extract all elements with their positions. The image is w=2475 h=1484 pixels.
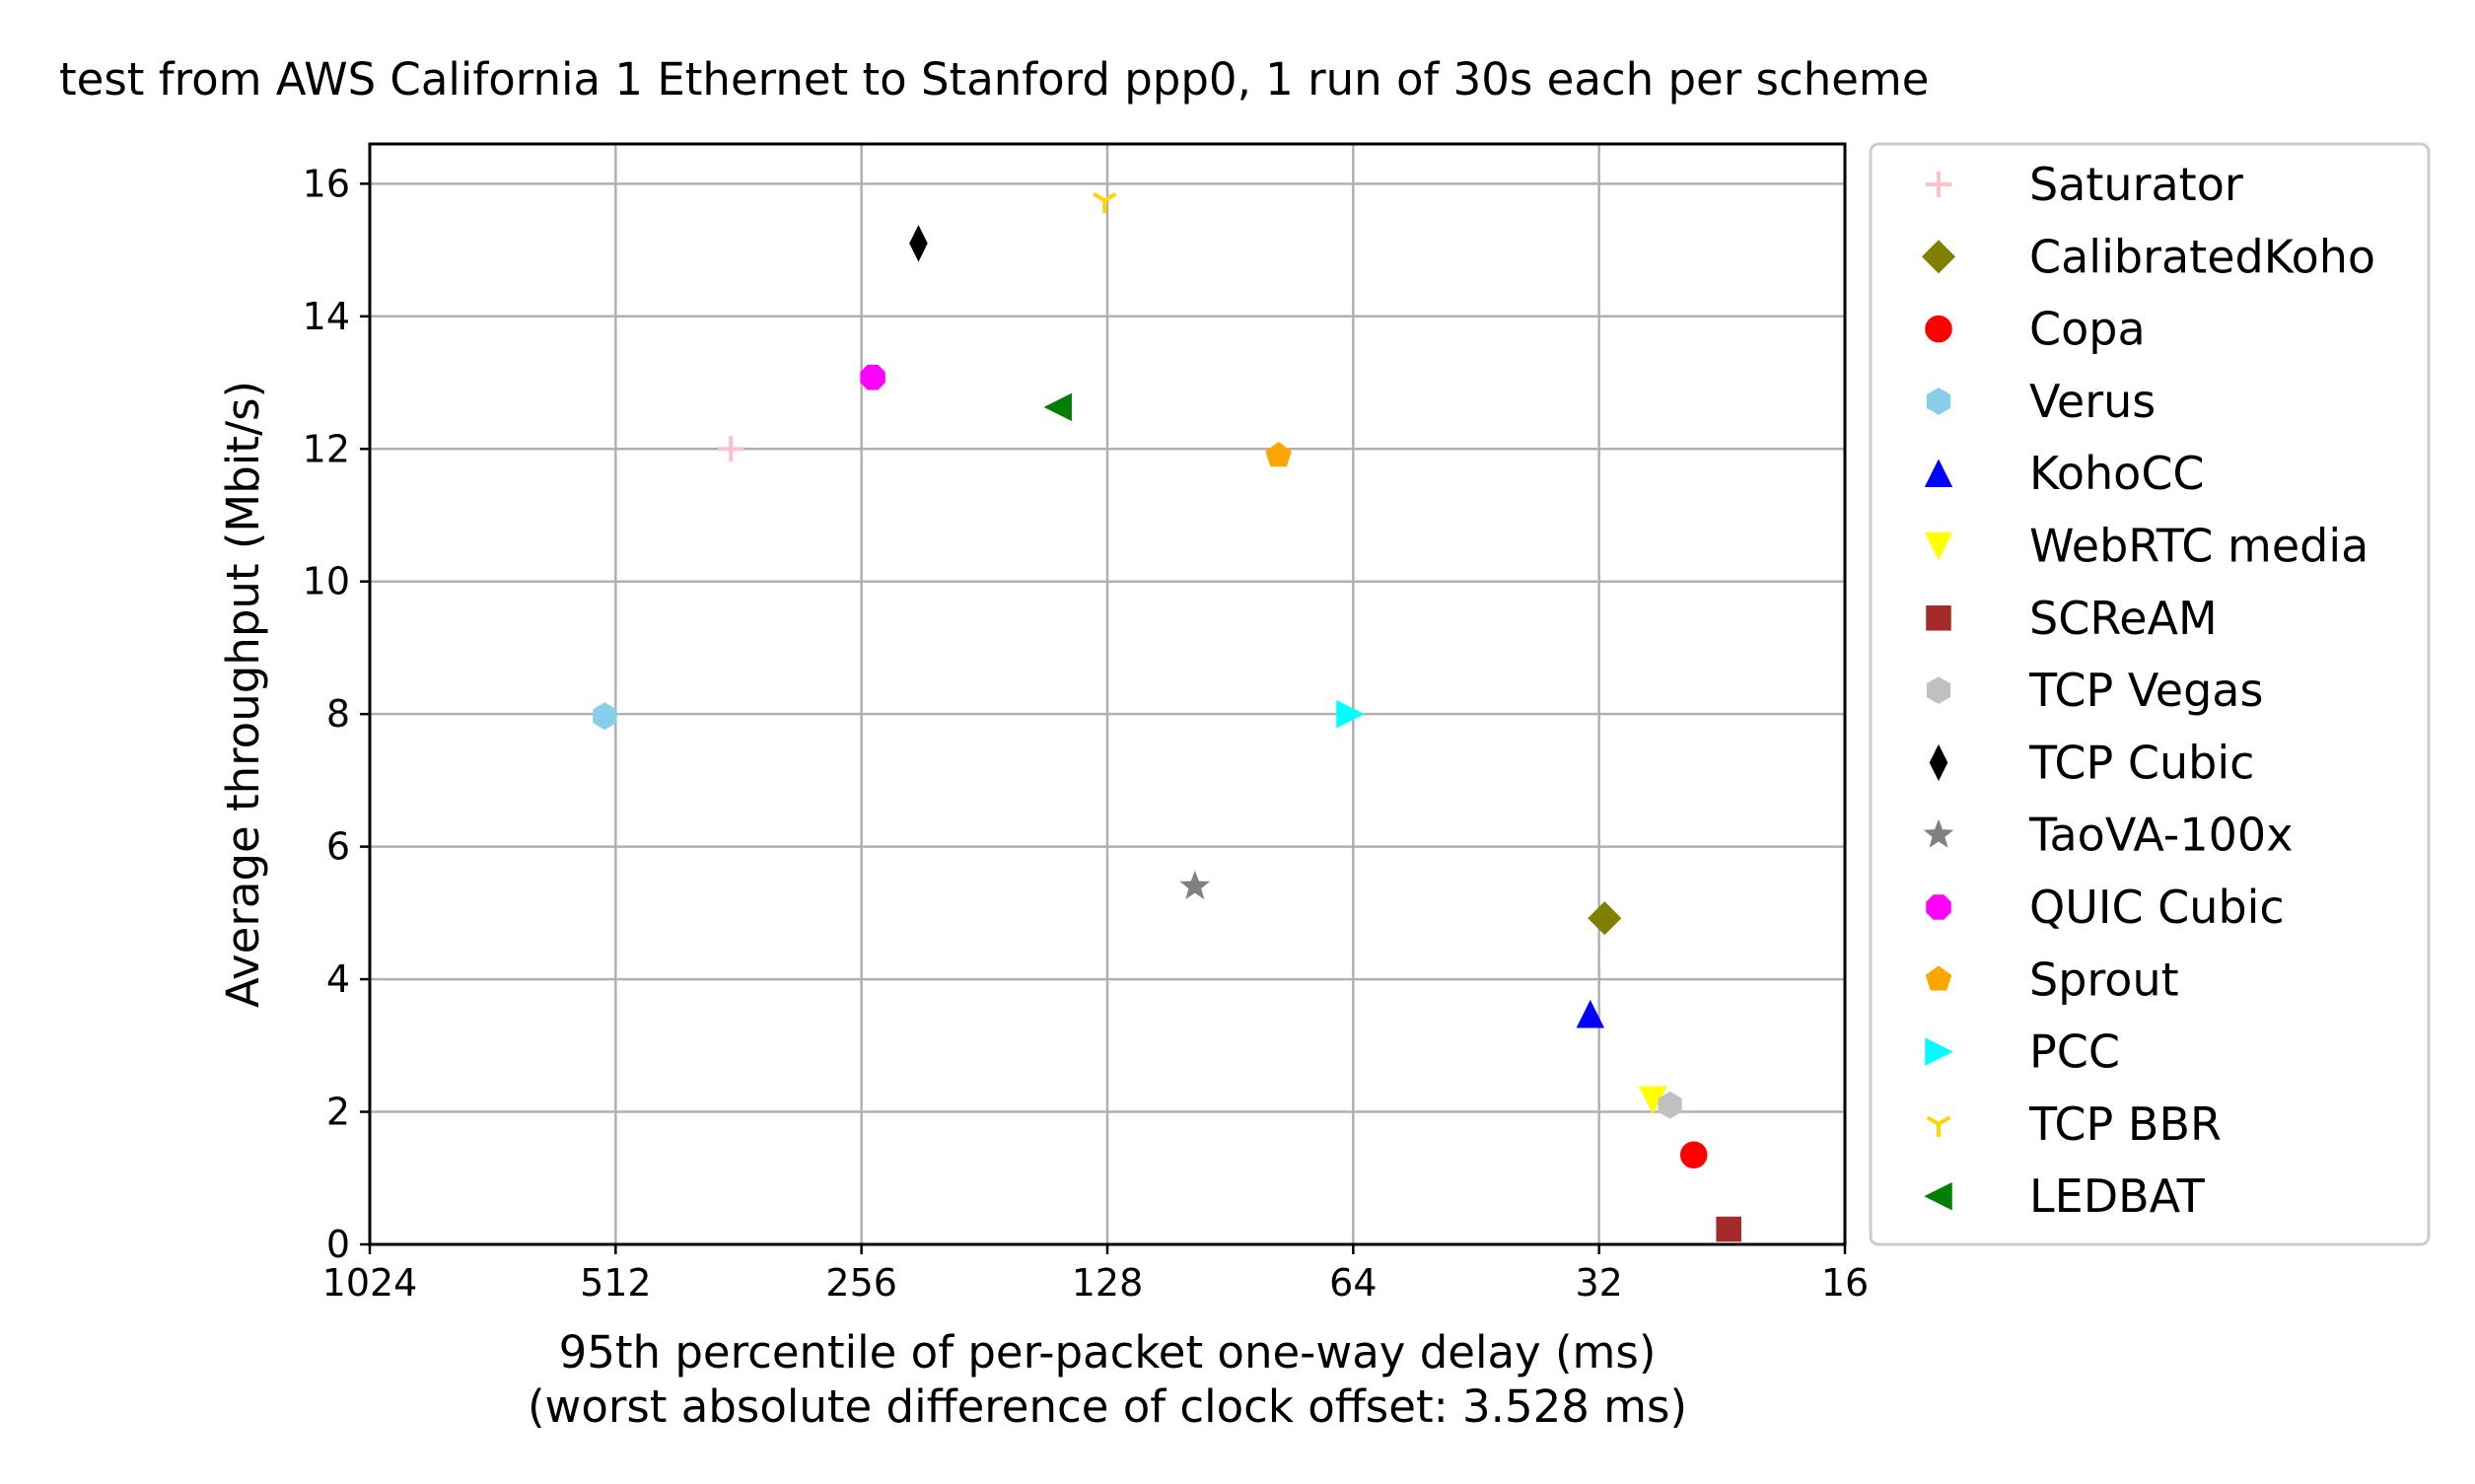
legend-label-tcp-bbr: TCP BBR bbox=[2028, 1097, 2222, 1151]
point-scream bbox=[1716, 1216, 1741, 1242]
legend-marker-tcp-bbr bbox=[1926, 1115, 1951, 1137]
point-verus bbox=[593, 702, 617, 731]
legend-marker-kohocc bbox=[1924, 459, 1953, 487]
legend-label-sprout: Sprout bbox=[2029, 953, 2179, 1006]
legend-marker-copa bbox=[1925, 315, 1952, 343]
legend-item-tcp-bbr: TCP BBR bbox=[1926, 1097, 2222, 1151]
x-axis-label: 95th percentile of per-packet one-way de… bbox=[559, 1326, 1657, 1378]
point-tcp-bbr bbox=[1092, 191, 1117, 214]
legend-label-saturator: Saturator bbox=[2029, 158, 2243, 211]
axis-ticks: 1024 512 256 128 64 32 16 0 2 4 6 8 10 12 14 16 bbox=[303, 162, 1870, 1305]
legend: Saturator CalibratedKoho Copa Verus KohoCC We… bbox=[1869, 142, 2431, 1246]
point-pcc bbox=[1336, 699, 1365, 729]
grid-lines bbox=[370, 144, 1845, 1244]
legend-marker-sprout bbox=[1925, 965, 1952, 991]
x-tick-label: 128 bbox=[1072, 1261, 1144, 1305]
y-tick-label: 8 bbox=[326, 692, 350, 736]
y-tick-label: 12 bbox=[303, 427, 350, 470]
x-tick-label: 16 bbox=[1821, 1261, 1869, 1305]
legend-label-taova-100x: TaoVA-100x bbox=[2028, 809, 2293, 862]
legend-item-kohocc: KohoCC bbox=[1924, 447, 2205, 500]
legend-marker-ledbat bbox=[1924, 1181, 1952, 1211]
legend-marker-webrtc-media bbox=[1924, 531, 1953, 561]
legend-item-ledbat: LEDBAT bbox=[1924, 1169, 2206, 1223]
data-points bbox=[593, 191, 1741, 1242]
point-calibratedkoho bbox=[1588, 901, 1622, 936]
legend-item-verus: Verus bbox=[1926, 375, 2156, 428]
legend-marker-verus bbox=[1926, 388, 1951, 415]
legend-label-tcp-cubic: TCP Cubic bbox=[2028, 736, 2254, 789]
legend-label-webrtc-media: WebRTC media bbox=[2029, 520, 2369, 573]
legend-marker-saturator bbox=[1926, 172, 1951, 197]
y-tick-label: 6 bbox=[326, 825, 350, 869]
chart-title: test from AWS California 1 Ethernet to S… bbox=[59, 53, 1929, 106]
legend-marker-taova-100x bbox=[1923, 818, 1954, 848]
point-tcp-vegas bbox=[1658, 1091, 1682, 1119]
y-axis-label: Average throughput (Mbit/s) bbox=[217, 381, 269, 1008]
point-sprout bbox=[1265, 442, 1292, 467]
y-tick-label: 14 bbox=[303, 295, 350, 338]
x-tick-label: 256 bbox=[825, 1261, 897, 1305]
plot-area-frame bbox=[368, 142, 1847, 1246]
legend-item-taova-100x: TaoVA-100x bbox=[1923, 809, 2293, 862]
legend-marker-tcp-cubic bbox=[1929, 743, 1948, 782]
legend-label-kohocc: KohoCC bbox=[2029, 447, 2205, 500]
legend-label-copa: Copa bbox=[2029, 303, 2146, 356]
y-tick-label: 0 bbox=[326, 1223, 350, 1266]
legend-item-pcc: PCC bbox=[1925, 1025, 2120, 1079]
legend-label-scream: SCReAM bbox=[2029, 592, 2218, 645]
legend-label-pcc: PCC bbox=[2029, 1025, 2120, 1079]
legend-label-tcp-vegas: TCP Vegas bbox=[2028, 664, 2263, 717]
y-tick-label: 10 bbox=[303, 560, 350, 603]
point-saturator bbox=[718, 436, 744, 462]
point-kohocc bbox=[1576, 1000, 1605, 1028]
legend-item-scream: SCReAM bbox=[1926, 592, 2218, 645]
legend-marker-pcc bbox=[1925, 1037, 1953, 1066]
legend-item-sprout: Sprout bbox=[1925, 953, 2179, 1006]
legend-label-calibratedkoho: CalibratedKoho bbox=[2029, 230, 2375, 283]
point-quic-cubic bbox=[860, 364, 885, 390]
legend-marker-calibratedkoho bbox=[1921, 240, 1956, 274]
y-tick-label: 2 bbox=[326, 1091, 350, 1134]
point-ledbat bbox=[1043, 392, 1072, 422]
x-tick-label: 64 bbox=[1329, 1261, 1377, 1305]
legend-item-saturator: Saturator bbox=[1926, 158, 2243, 211]
legend-item-copa: Copa bbox=[1925, 303, 2146, 356]
y-tick-label: 16 bbox=[303, 162, 350, 205]
legend-marker-quic-cubic bbox=[1926, 894, 1951, 920]
x-tick-label: 1024 bbox=[322, 1261, 418, 1305]
point-tcp-cubic bbox=[909, 225, 928, 262]
legend-frame bbox=[1869, 142, 2431, 1246]
x-tick-label: 512 bbox=[580, 1261, 652, 1305]
x-tick-label: 32 bbox=[1575, 1261, 1622, 1305]
point-copa bbox=[1679, 1141, 1708, 1168]
legend-label-ledbat: LEDBAT bbox=[2029, 1169, 2206, 1223]
legend-item-tcp-cubic: TCP Cubic bbox=[1929, 736, 2254, 789]
legend-marker-tcp-vegas bbox=[1926, 676, 1951, 704]
legend-item-tcp-vegas: TCP Vegas bbox=[1926, 664, 2263, 717]
legend-item-webrtc-media: WebRTC media bbox=[1924, 520, 2369, 573]
legend-item-quic-cubic: QUIC Cubic bbox=[1926, 881, 2285, 934]
legend-label-quic-cubic: QUIC Cubic bbox=[2029, 881, 2285, 934]
x-axis-sublabel: (worst absolute difference of clock offs… bbox=[528, 1380, 1687, 1433]
y-tick-label: 4 bbox=[326, 957, 350, 1001]
legend-label-verus: Verus bbox=[2029, 375, 2156, 428]
point-taova-100x bbox=[1179, 870, 1211, 900]
legend-item-calibratedkoho: CalibratedKoho bbox=[1921, 230, 2375, 283]
legend-marker-scream bbox=[1926, 605, 1951, 631]
